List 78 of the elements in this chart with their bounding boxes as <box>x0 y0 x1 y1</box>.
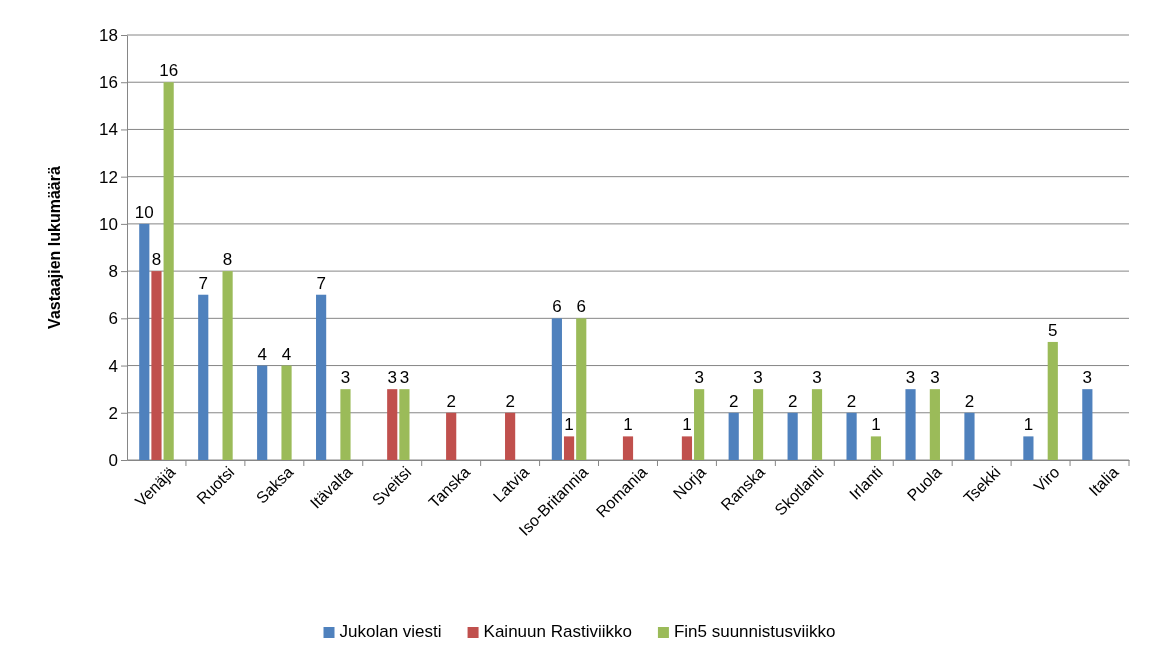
bar <box>694 389 705 460</box>
data-label: 3 <box>694 368 704 388</box>
bar <box>752 389 764 460</box>
legend-label: Kainuun Rastiviikko <box>483 622 632 641</box>
bar <box>681 436 693 460</box>
bar <box>787 412 798 460</box>
data-label: 6 <box>576 297 586 317</box>
bar <box>870 436 882 460</box>
y-tick-label: 14 <box>99 120 118 140</box>
x-tick-label: Italia <box>1085 463 1122 500</box>
bar <box>505 412 516 460</box>
data-label: 3 <box>387 368 397 388</box>
data-label: 6 <box>552 297 562 317</box>
y-tick-label: 8 <box>108 262 118 282</box>
data-label: 1 <box>1023 415 1034 435</box>
data-label: 3 <box>905 368 916 388</box>
data-label: 2 <box>846 391 857 411</box>
bar <box>905 389 916 460</box>
legend-label: Jukolan viesti <box>339 622 442 641</box>
data-label: 1 <box>871 415 881 435</box>
data-label: 1 <box>564 415 574 435</box>
data-label: 2 <box>446 391 456 411</box>
data-label: 3 <box>399 368 410 388</box>
bar <box>551 318 562 460</box>
bar <box>222 271 233 460</box>
bar <box>316 294 327 460</box>
data-label: 8 <box>151 250 162 270</box>
bar <box>576 318 587 460</box>
data-label: 3 <box>753 368 763 388</box>
bar <box>446 412 457 460</box>
bar <box>198 294 209 460</box>
data-label: 4 <box>281 344 292 364</box>
bar <box>151 271 162 460</box>
x-tick-label: Viro <box>1030 463 1063 496</box>
data-label: 2 <box>728 391 739 411</box>
data-label: 3 <box>930 368 940 388</box>
y-tick-label: 18 <box>99 25 118 45</box>
bar <box>964 412 975 460</box>
y-tick-label: 6 <box>108 309 118 329</box>
data-label: 8 <box>222 250 233 270</box>
bar <box>846 412 857 460</box>
y-tick-label: 4 <box>108 356 118 376</box>
bar <box>811 389 823 460</box>
y-tick-label: 12 <box>99 167 118 187</box>
data-label: 7 <box>198 273 208 293</box>
data-label: 3 <box>340 368 351 388</box>
bar <box>163 82 174 460</box>
bar <box>1047 341 1058 460</box>
data-label: 1 <box>623 415 633 435</box>
bar <box>340 389 351 460</box>
bar <box>622 436 634 460</box>
y-tick-label: 16 <box>99 73 118 93</box>
bar <box>281 365 292 460</box>
bar <box>563 436 575 460</box>
bar <box>399 389 410 460</box>
y-tick-label: 0 <box>108 450 118 470</box>
legend-label: Fin5 suunnistusviikko <box>673 622 836 641</box>
bar <box>1023 436 1034 460</box>
data-label: 2 <box>964 391 975 411</box>
data-label: 4 <box>257 344 267 364</box>
bar <box>387 389 398 460</box>
bar <box>257 365 268 460</box>
data-label: 5 <box>1048 320 1058 340</box>
data-label: 16 <box>159 61 179 81</box>
bar <box>929 389 940 460</box>
data-label: 7 <box>316 273 326 293</box>
data-label: 3 <box>1082 368 1093 388</box>
bar <box>1082 389 1093 460</box>
data-label: 3 <box>812 368 822 388</box>
bar <box>139 223 150 460</box>
y-tick-label: 10 <box>99 214 118 234</box>
data-label: 2 <box>505 391 515 411</box>
y-tick-label: 2 <box>108 403 118 423</box>
bar <box>728 412 739 460</box>
data-label: 10 <box>134 202 154 222</box>
data-label: 1 <box>682 415 692 435</box>
data-label: 2 <box>787 391 798 411</box>
y-axis-title: Vastaajien lukumäärä <box>46 166 63 329</box>
